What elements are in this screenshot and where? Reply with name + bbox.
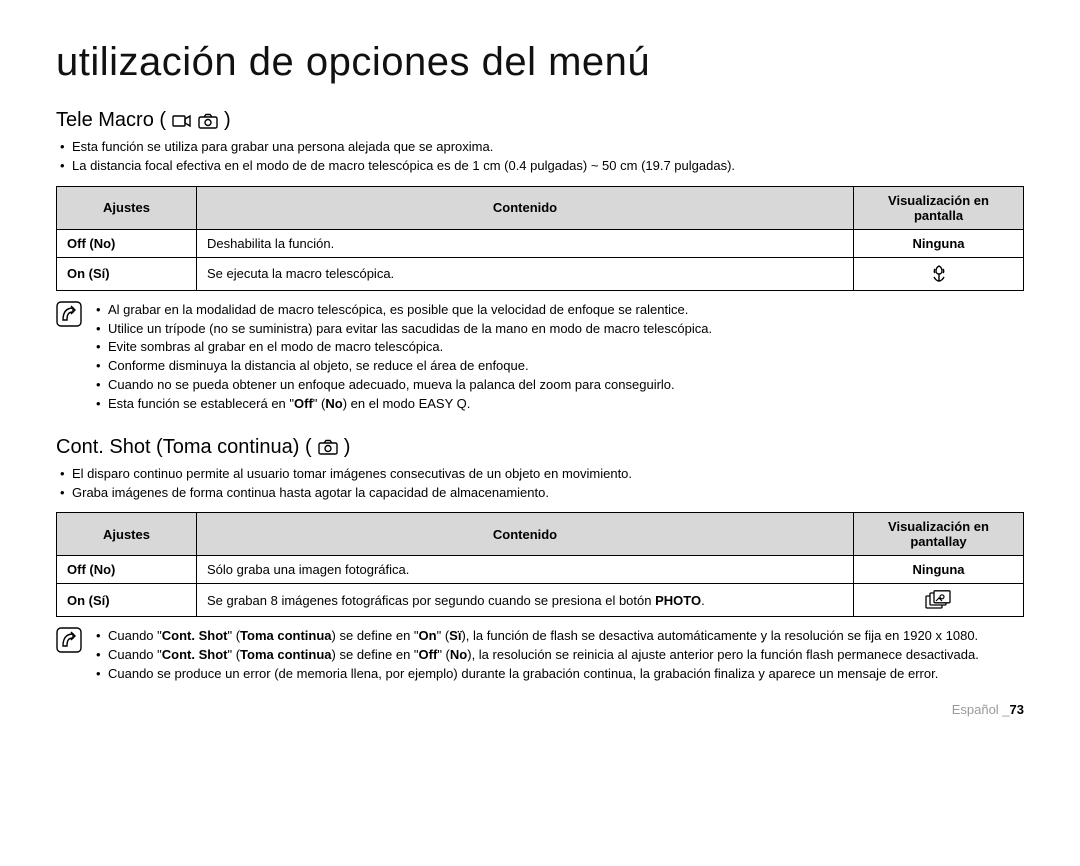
manual-page: utilización de opciones del menú Tele Ma… (0, 0, 1080, 737)
settings-table: Ajustes Contenido Visualización en panta… (56, 186, 1024, 291)
note-block: Al grabar en la modalidad de macro teles… (56, 301, 1024, 414)
col-header-settings: Ajustes (57, 513, 197, 556)
cell-content: Se ejecuta la macro telescópica. (197, 257, 854, 290)
footer-language: Español _ (952, 702, 1010, 717)
intro-item: La distancia focal efectiva en el modo d… (56, 157, 1024, 176)
note-item: Utilice un trípode (no se suministra) pa… (92, 320, 1024, 339)
section-intro-list: Esta función se utiliza para grabar una … (56, 138, 1024, 176)
note-icon (56, 627, 84, 684)
note-item: Evite sombras al grabar en el modo de ma… (92, 338, 1024, 357)
cell-setting: Off (No) (57, 229, 197, 257)
col-header-content: Contenido (197, 513, 854, 556)
cell-setting: On (Sí) (57, 257, 197, 290)
section-heading: Cont. Shot (Toma continua) ( ) (56, 436, 1024, 459)
section-heading-close: ) (344, 436, 351, 459)
table-row: On (Sí) Se graban 8 imágenes fotográfica… (57, 584, 1024, 617)
note-item: Esta función se establecerá en "Off" (No… (92, 395, 1024, 414)
video-mode-icon (172, 109, 192, 132)
cell-content: Deshabilita la función. (197, 229, 854, 257)
section-heading-text: Cont. Shot (Toma continua) ( (56, 436, 312, 459)
settings-table: Ajustes Contenido Visualización en panta… (56, 512, 1024, 617)
table-header-row: Ajustes Contenido Visualización en panta… (57, 513, 1024, 556)
burst-icon (925, 592, 953, 607)
note-item: Cuando "Cont. Shot" (Toma continua) se d… (92, 627, 1024, 646)
section-heading-text: Tele Macro ( (56, 109, 166, 132)
cell-setting: On (Sí) (57, 584, 197, 617)
table-header-row: Ajustes Contenido Visualización en panta… (57, 186, 1024, 229)
note-list: Cuando "Cont. Shot" (Toma continua) se d… (92, 627, 1024, 684)
table-row: On (Sí) Se ejecuta la macro telescópica. (57, 257, 1024, 290)
section-heading: Tele Macro ( ) (56, 109, 1024, 132)
note-item: Cuando se produce un error (de memoria l… (92, 665, 1024, 684)
footer-page-number: 73 (1010, 702, 1024, 717)
page-title: utilización de opciones del menú (56, 40, 1024, 85)
photo-mode-icon (318, 436, 338, 459)
note-item: Cuando "Cont. Shot" (Toma continua) se d… (92, 646, 1024, 665)
cell-display (854, 584, 1024, 617)
table-row: Off (No) Deshabilita la función. Ninguna (57, 229, 1024, 257)
cell-display: Ninguna (854, 229, 1024, 257)
page-footer: Español _73 (56, 702, 1024, 717)
cell-display: Ninguna (854, 556, 1024, 584)
intro-item: Esta función se utiliza para grabar una … (56, 138, 1024, 157)
note-list: Al grabar en la modalidad de macro teles… (92, 301, 1024, 414)
intro-item: Graba imágenes de forma continua hasta a… (56, 484, 1024, 503)
cell-setting: Off (No) (57, 556, 197, 584)
note-item: Cuando no se pueda obtener un enfoque ad… (92, 376, 1024, 395)
table-row: Off (No) Sólo graba una imagen fotográfi… (57, 556, 1024, 584)
section-heading-close: ) (224, 109, 231, 132)
note-icon (56, 301, 84, 414)
cell-display (854, 257, 1024, 290)
intro-item: El disparo continuo permite al usuario t… (56, 465, 1024, 484)
note-item: Al grabar en la modalidad de macro teles… (92, 301, 1024, 320)
photo-mode-icon (198, 109, 218, 132)
cell-content: Se graban 8 imágenes fotográficas por se… (197, 584, 854, 617)
section-cont-shot: Cont. Shot (Toma continua) ( ) El dispar… (56, 436, 1024, 684)
section-tele-macro: Tele Macro ( ) Esta función se utiliza p… (56, 109, 1024, 414)
cell-content: Sólo graba una imagen fotográfica. (197, 556, 854, 584)
col-header-settings: Ajustes (57, 186, 197, 229)
section-intro-list: El disparo continuo permite al usuario t… (56, 465, 1024, 503)
note-block: Cuando "Cont. Shot" (Toma continua) se d… (56, 627, 1024, 684)
col-header-display: Visualización en pantallay (854, 513, 1024, 556)
col-header-content: Contenido (197, 186, 854, 229)
tulip-icon (929, 265, 949, 280)
col-header-display: Visualización en pantalla (854, 186, 1024, 229)
note-item: Conforme disminuya la distancia al objet… (92, 357, 1024, 376)
